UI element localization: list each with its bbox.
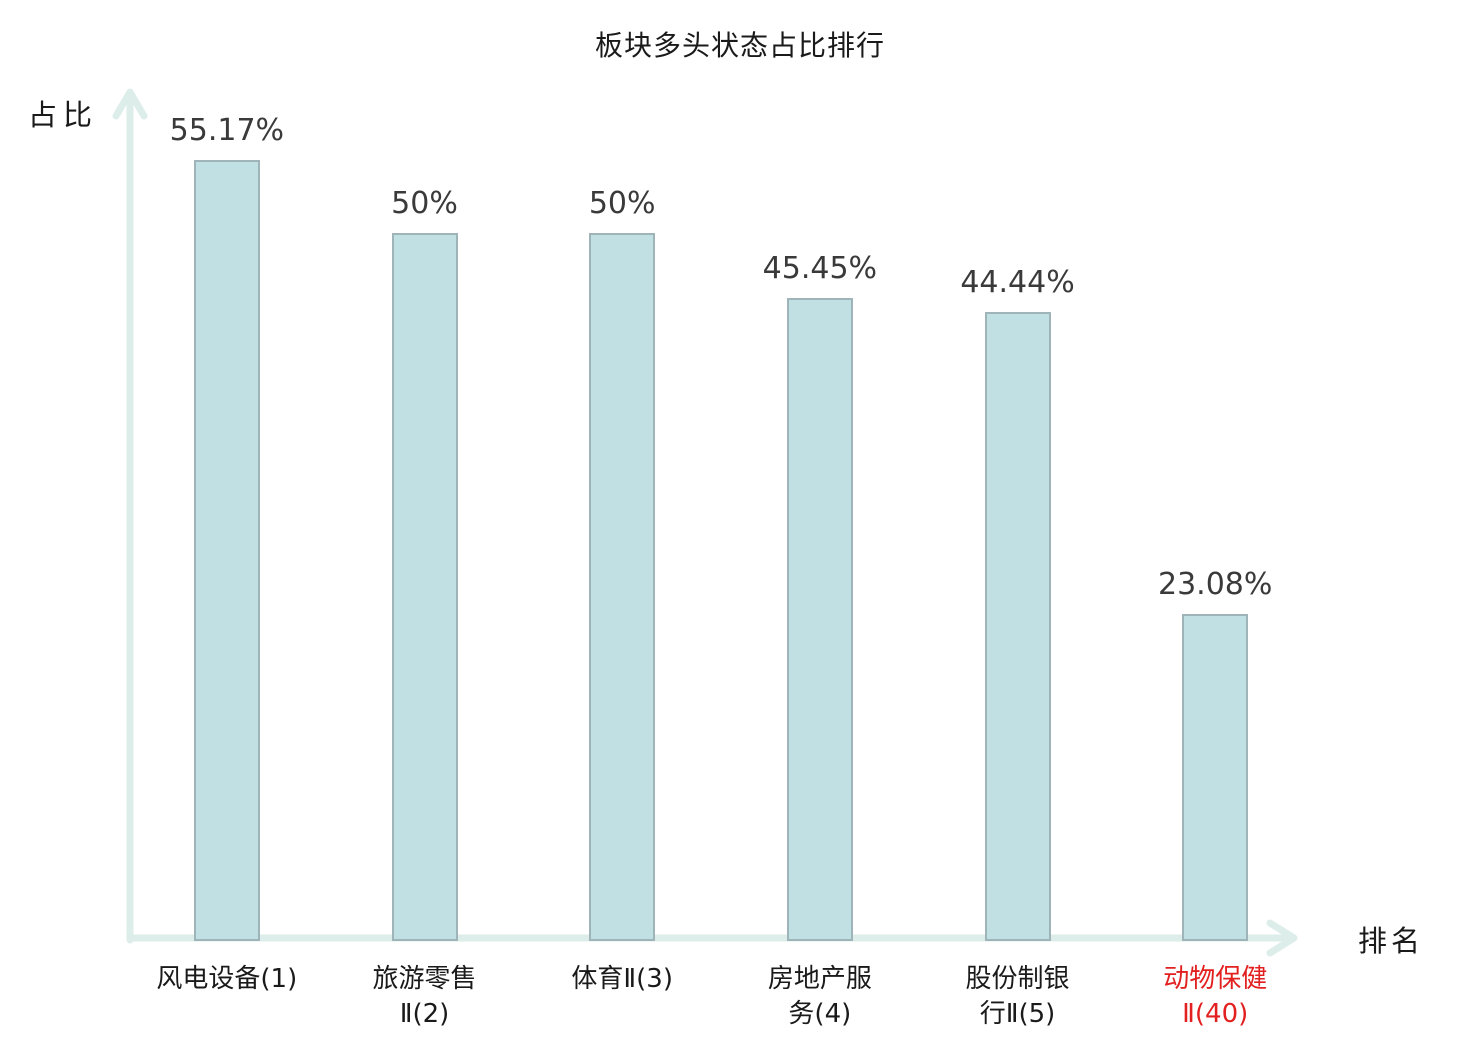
category-label: 体育Ⅱ(3): [571, 964, 673, 994]
bar-column: 50%: [326, 186, 524, 941]
bar: [589, 233, 656, 941]
bar-value-label: 50%: [391, 186, 458, 222]
bar-value-label: 23.08%: [1158, 567, 1273, 603]
bar-column: 23.08%: [1116, 567, 1314, 941]
category-label: 房地产服 务(4): [767, 964, 872, 1029]
bar-value-label: 45.45%: [762, 250, 878, 286]
bar-column: 55.17%: [128, 113, 326, 941]
category-label: 旅游零售 Ⅱ(2): [372, 964, 477, 1029]
chart-title: 板块多头状态占比排行: [594, 29, 885, 62]
bar-column: 44.44%: [919, 265, 1117, 941]
bar-column: 45.45%: [721, 251, 919, 941]
category-label: 股份制银 行Ⅱ(5): [965, 964, 1070, 1029]
bar-value-label: 55.17%: [169, 113, 285, 148]
bar: [193, 160, 260, 941]
bar: [786, 297, 853, 941]
bar: [391, 233, 458, 941]
bar-value-label: 50%: [588, 186, 656, 222]
y-axis-label: 占比: [28, 98, 99, 132]
category-labels-row: 风电设备(1) 旅游零售 Ⅱ(2) 体育Ⅱ(3) 房地产服 务(4) 股份制银 …: [128, 962, 1314, 1032]
x-axis-label: 排名: [1358, 924, 1425, 958]
bar: [1182, 614, 1249, 941]
bar-column: 50%: [523, 186, 721, 941]
bar-value-label: 44.44%: [960, 264, 1075, 300]
bars-row: 55.17% 50% 50% 45.45% 44.44% 23.08%: [128, 113, 1314, 941]
category-label: 动物保健 Ⅱ(40): [1163, 964, 1268, 1029]
bar: [984, 311, 1051, 941]
category-label: 风电设备(1): [156, 964, 298, 994]
